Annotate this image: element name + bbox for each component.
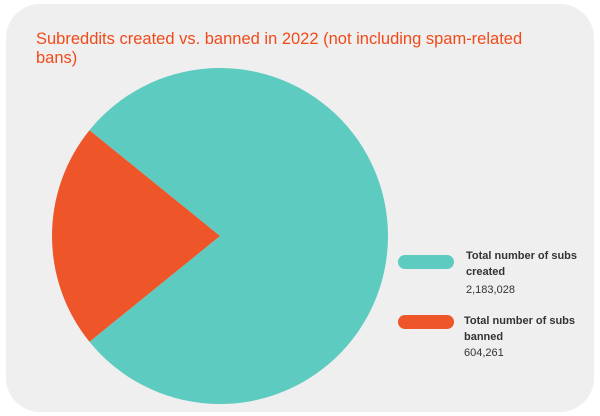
legend-value-subs-created: 2,183,028: [466, 284, 515, 296]
pie-slice-subs-banned: [51, 130, 220, 342]
legend-item-subs-banned: Total number of subs banned 604,261: [398, 313, 588, 363]
legend-item-subs-created: Total number of subs created 2,183,028: [398, 248, 588, 298]
chart-title: Subreddits created vs. banned in 2022 (n…: [36, 30, 523, 67]
pie-slice-subs-created: [89, 68, 388, 405]
chart-card: Subreddits created vs. banned in 2022 (n…: [6, 4, 594, 412]
legend-label-subs-banned: Total number of subs banned: [464, 315, 576, 343]
legend-value-subs-banned: 604,261: [464, 347, 504, 359]
legend-label-subs-created: Total number of subs created: [466, 250, 578, 278]
pie-chart: [51, 68, 388, 405]
legend-swatch-subs-banned: [398, 315, 454, 329]
legend-swatch-subs-created: [398, 255, 454, 269]
